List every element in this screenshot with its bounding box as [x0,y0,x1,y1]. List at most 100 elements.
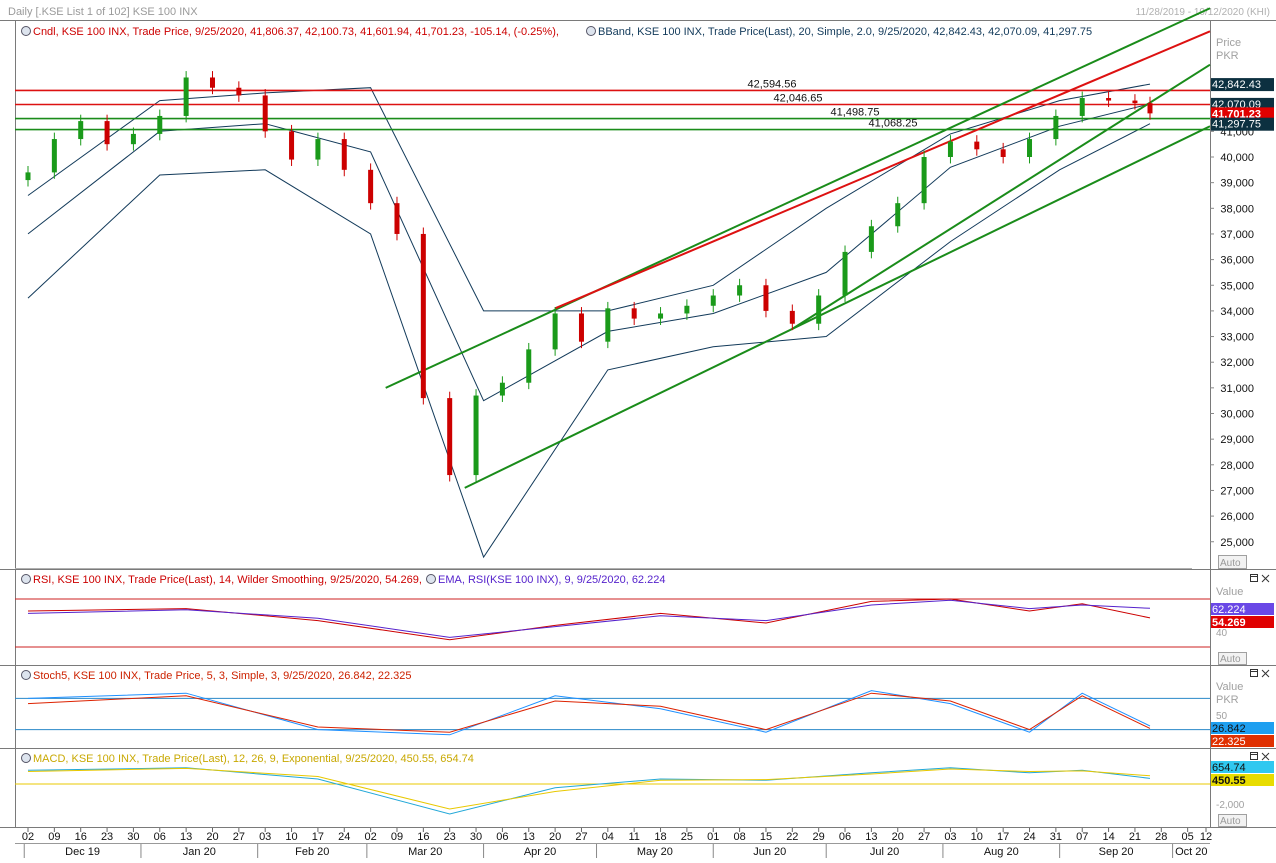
candle-body[interactable] [578,313,584,342]
candle-body[interactable] [526,349,532,383]
price-axis-unit: PKR [1216,50,1239,62]
legend-rsi-icon[interactable] [21,574,31,584]
x-tick-label: 23 [101,831,113,843]
legend-bband-icon[interactable] [586,26,596,36]
x-tick-label: 02 [22,831,34,843]
legend-stoch-icon[interactable] [21,670,31,680]
x-tick-label: 13 [865,831,877,843]
rsi-badge [1211,616,1274,628]
level-label: 42,046.65 [774,93,823,105]
x-tick-label: 03 [944,831,956,843]
x-tick-label: 27 [918,831,930,843]
candle-body[interactable] [710,295,716,306]
candle-body[interactable] [974,141,980,150]
candle-body[interactable] [1147,103,1153,114]
x-tick-label: 17 [312,831,324,843]
candle-body[interactable] [209,77,215,88]
candle-body[interactable] [420,233,426,399]
price-badge [1211,78,1274,92]
window-title: Daily [.KSE List 1 of 102] KSE 100 INX [8,6,198,18]
candle-body[interactable] [1053,115,1059,140]
candle-body[interactable] [605,308,611,342]
x-tick-label: 06 [839,831,851,843]
price-tick-label: 27,000 [1220,485,1254,497]
price-auto-button[interactable] [1218,555,1247,569]
macd-auto-button[interactable] [1218,814,1247,827]
candle-body[interactable] [315,139,321,160]
candle-body[interactable] [1106,98,1112,101]
candle-body[interactable] [157,115,163,134]
price-tick-label: 33,000 [1220,332,1254,344]
channel-lower-trendline[interactable] [464,125,1211,489]
panel-close-icon[interactable] [1261,574,1270,583]
candle-body[interactable] [684,305,690,314]
level-label: 41,068.25 [869,118,918,130]
x-tick-label: 11 [628,831,639,843]
candle-body[interactable] [631,308,637,319]
candle-body[interactable] [816,295,822,324]
panel-maximize-icon[interactable] [1250,574,1258,582]
stoch-k-line [27,690,1151,736]
legend-rsi-ema-icon[interactable] [426,574,436,584]
candle-body[interactable] [78,121,84,140]
panel-close-icon[interactable] [1261,752,1270,761]
candle-body[interactable] [236,87,242,96]
candle-body[interactable] [289,131,295,160]
x-tick-label: 10 [285,831,297,843]
candle-body[interactable] [737,285,743,296]
candle-body[interactable] [947,141,953,157]
rsi-auto-button[interactable] [1218,652,1247,665]
candle-body[interactable] [658,313,664,319]
candle-body[interactable] [499,382,505,396]
legend-bband-text: BBand, KSE 100 INX, Trade Price(Last), 2… [598,26,1092,38]
candle-body[interactable] [789,310,795,324]
candle-body[interactable] [552,313,558,350]
candle-body[interactable] [104,121,110,145]
candle-body[interactable] [25,172,31,181]
candle-body[interactable] [183,77,189,116]
candle-body[interactable] [262,95,268,132]
panel-maximize-icon[interactable] [1250,752,1258,760]
legend-macd-icon[interactable] [21,753,31,763]
resistance-trendline[interactable] [554,30,1211,310]
price-badge-label: 41,701.23 [1212,108,1261,120]
candle-body[interactable] [51,139,57,173]
channel-upper-trendline[interactable] [385,7,1211,389]
legend-candle-text: Cndl, KSE 100 INX, Trade Price, 9/25/202… [33,26,559,38]
x-tick-label: 06 [154,831,166,843]
level-label: 42,594.56 [748,78,797,90]
x-tick-label: 17 [997,831,1009,843]
legend-cndl-icon[interactable] [21,26,31,36]
candle-body[interactable] [1027,139,1033,157]
candle-body[interactable] [842,251,848,296]
candle-body[interactable] [341,139,347,170]
x-tick-label: 20 [206,831,218,843]
rsi-ema-badge [1211,603,1274,615]
candle-body[interactable] [1000,149,1006,157]
candle-body[interactable] [1132,100,1138,104]
candle-body[interactable] [868,226,874,252]
candle-body[interactable] [895,203,901,227]
macd-auto-label: Auto [1220,816,1241,827]
candle-body[interactable] [921,157,927,204]
candle-body[interactable] [1079,98,1085,116]
candle-body[interactable] [473,395,479,476]
x-tick-label: 20 [549,831,561,843]
candle-body[interactable] [130,133,136,145]
channel-mid-trendline[interactable] [791,63,1211,330]
candle-body[interactable] [394,203,400,234]
rsi-auto-label: Auto [1220,654,1241,665]
x-tick-label: 27 [233,831,245,843]
x-tick-label: 02 [364,831,376,843]
panel-close-icon[interactable] [1261,669,1270,678]
panel-maximize-icon[interactable] [1250,669,1258,677]
month-label: Oct 20 [1175,846,1207,858]
macd-signal-badge [1211,774,1274,786]
legend-stoch-text: Stoch5, KSE 100 INX, Trade Price, 5, 3, … [33,670,412,682]
candle-body[interactable] [368,169,374,204]
candle-body[interactable] [447,398,453,476]
candle-body[interactable] [763,285,769,311]
time-axis[interactable]: 02 09 16 23 30 06 13 20 27 03 10 17 24 02 09 16 23 30 06 13… [15,828,1212,858]
month-label: Jun 20 [753,846,786,858]
